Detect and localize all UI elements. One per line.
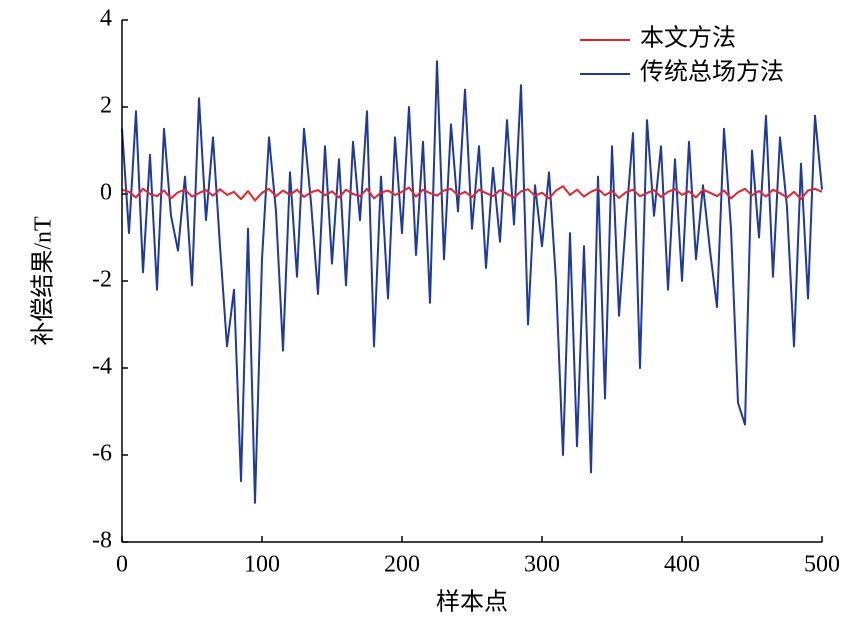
legend-label: 传统总场方法 xyxy=(640,59,784,86)
y-tick-label: 2 xyxy=(100,93,112,119)
y-axis-label: 补偿结果/nT xyxy=(30,216,57,346)
x-tick-label: 400 xyxy=(664,552,700,578)
x-tick-label: 500 xyxy=(804,552,840,578)
y-tick-label: -4 xyxy=(92,354,112,380)
y-tick-label: -2 xyxy=(92,267,112,293)
series-line xyxy=(121,60,823,504)
y-tick-label: -6 xyxy=(92,441,112,467)
x-tick-label: 300 xyxy=(524,552,560,578)
y-tick-label: 0 xyxy=(100,180,112,206)
y-tick-label: -8 xyxy=(92,528,112,554)
x-tick-label: 100 xyxy=(244,552,280,578)
y-tick-label: 4 xyxy=(100,6,112,32)
x-axis-label: 样本点 xyxy=(436,589,508,616)
legend-label: 本文方法 xyxy=(640,25,736,52)
series-line xyxy=(121,185,823,202)
x-tick-label: 200 xyxy=(384,552,420,578)
x-tick-label: 0 xyxy=(116,552,128,578)
